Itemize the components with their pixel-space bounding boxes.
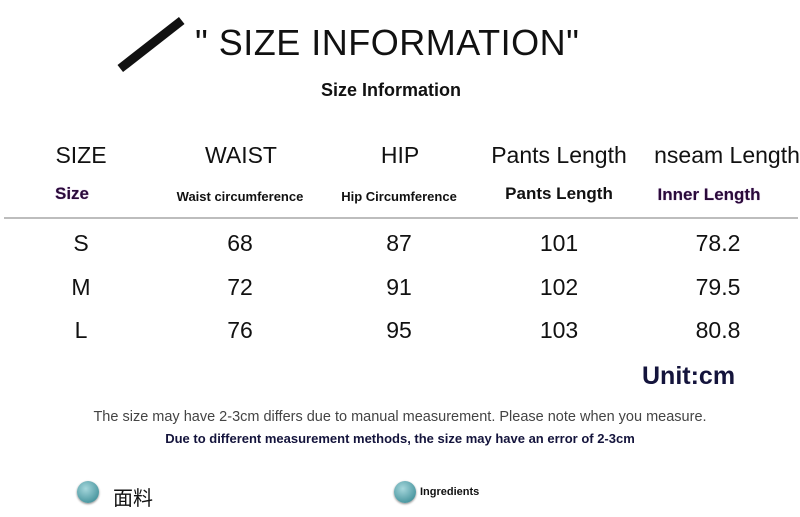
diagonal-slash-icon — [117, 16, 185, 73]
unit-label: Unit:cm — [642, 362, 736, 390]
cell-size: L — [74, 317, 88, 343]
cell-inseam: 80.8 — [695, 317, 741, 343]
table-divider — [4, 217, 798, 219]
subheader-hip: Hip Circumference — [341, 189, 457, 204]
cell-hip: 95 — [386, 317, 412, 343]
cell-size: S — [73, 230, 89, 256]
header-hip: HIP — [380, 142, 420, 168]
page-subtitle: Size Information — [320, 80, 461, 100]
cell-waist: 72 — [227, 274, 253, 300]
page-title: " SIZE INFORMATION" — [195, 22, 580, 63]
section-fabric-label: 面料 — [113, 488, 153, 510]
cell-size: M — [71, 274, 91, 300]
measurement-note: The size may have 2-3cm differs due to m… — [93, 409, 707, 425]
cell-hip: 91 — [386, 274, 412, 300]
header-waist: WAIST — [205, 142, 277, 168]
subheader-size: Size — [54, 184, 90, 203]
cell-waist: 68 — [227, 230, 253, 256]
header-size: SIZE — [55, 142, 107, 168]
cell-pants-length: 103 — [539, 317, 579, 343]
subheader-pants-length: Pants Length — [505, 184, 613, 203]
header-inseam-length: nseam Length — [654, 142, 800, 168]
subheader-waist: Waist circumference — [176, 189, 304, 204]
section-ingredients-label: Ingredients — [420, 486, 480, 498]
cell-inseam: 78.2 — [695, 230, 741, 256]
cell-waist: 76 — [227, 317, 253, 343]
subheader-inner-length: Inner Length — [657, 185, 761, 204]
cell-inseam: 79.5 — [695, 274, 741, 300]
cell-pants-length: 101 — [539, 230, 579, 256]
measurement-error-note: Due to different measurement methods, th… — [165, 431, 635, 446]
teal-dot-icon — [394, 481, 416, 503]
header-pants-length: Pants Length — [491, 142, 627, 168]
teal-dot-icon — [77, 481, 99, 503]
cell-pants-length: 102 — [539, 274, 579, 300]
cell-hip: 87 — [386, 230, 412, 256]
